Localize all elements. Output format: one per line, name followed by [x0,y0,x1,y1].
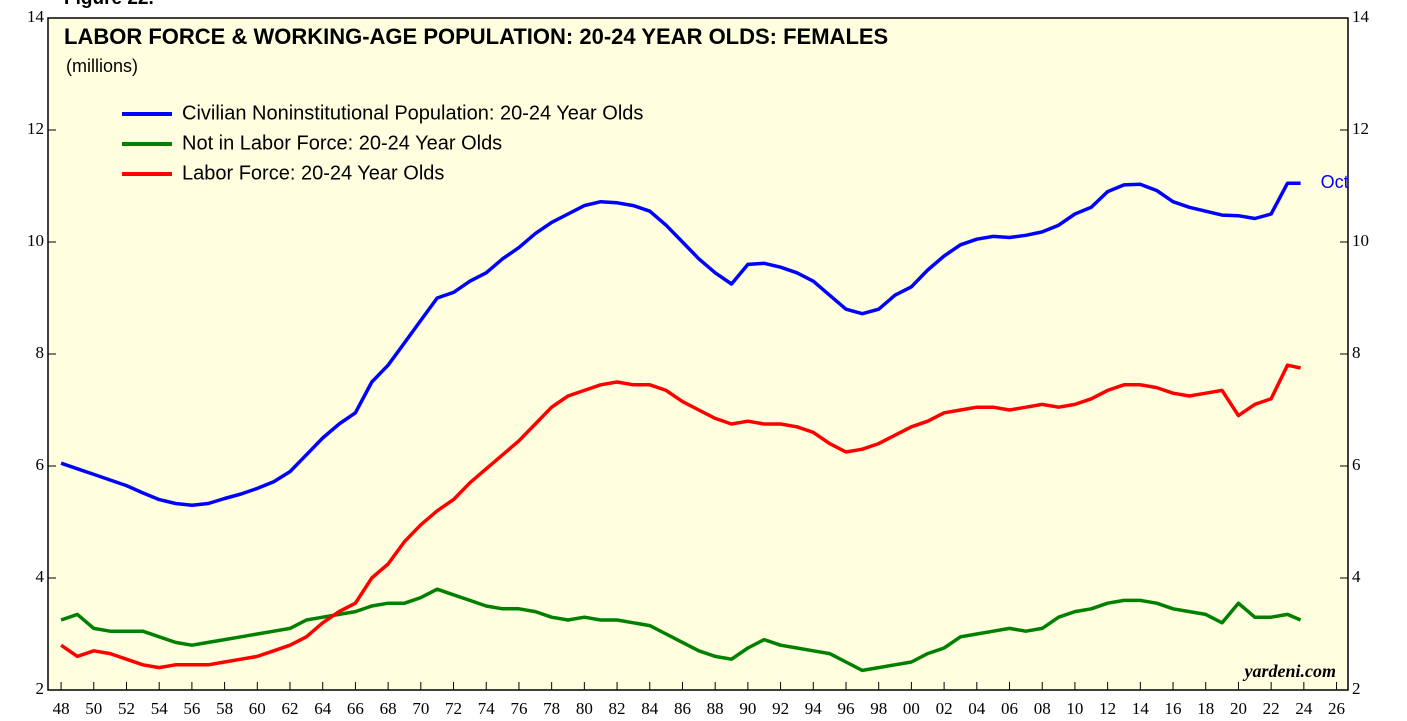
x-tick-label: 08 [1034,699,1051,718]
x-tick-label: 52 [118,699,135,718]
x-tick-label: 26 [1328,699,1345,718]
y2-tick-label: 8 [1352,343,1361,362]
x-tick-label: 80 [576,699,593,718]
x-tick-label: 16 [1165,699,1182,718]
chart-subtitle: (millions) [66,56,138,76]
x-tick-label: 76 [510,699,527,718]
y-tick-label: 10 [27,231,44,250]
y-tick-label: 14 [27,7,45,26]
series-line [60,181,1301,507]
y-tick-label: 4 [36,567,45,586]
x-tick-label: 72 [445,699,462,718]
y-tick-label: 12 [27,119,44,138]
y2-tick-label: 4 [1352,567,1361,586]
x-tick-label: 90 [739,699,756,718]
x-tick-label: 98 [870,699,887,718]
x-tick-label: 70 [412,699,429,718]
x-tick-label: 14 [1132,699,1150,718]
x-tick-label: 88 [707,699,724,718]
source: yardeni.com [1243,661,1337,681]
x-tick-label: 54 [151,699,169,718]
x-tick-label: 00 [903,699,920,718]
x-tick-label: 84 [641,699,659,718]
x-tick-label: 20 [1230,699,1247,718]
x-tick-label: 60 [249,699,266,718]
x-tick-label: 64 [314,699,332,718]
x-tick-label: 78 [543,699,560,718]
y2-tick-label: 2 [1352,679,1361,698]
x-tick-label: 06 [1001,699,1018,718]
x-tick-label: 66 [347,699,364,718]
x-tick-label: 22 [1263,699,1280,718]
plot-area [47,17,1349,691]
series-line [60,587,1302,673]
y2-tick-label: 10 [1352,231,1369,250]
legend-label: Not in Labor Force: 20-24 Year Olds [182,132,502,154]
x-tick-label: 02 [936,699,953,718]
y-tick-label: 8 [36,343,45,362]
x-tick-label: 94 [805,699,823,718]
legend-label: Labor Force: 20-24 Year Olds [182,162,444,184]
figure-label: Figure 22. [64,0,154,9]
x-tick-label: 12 [1099,699,1116,718]
y2-tick-label: 12 [1352,119,1369,138]
x-tick-label: 96 [837,699,854,718]
x-tick-label: 18 [1197,699,1214,718]
y2-tick-label: 14 [1352,7,1370,26]
x-tick-label: 86 [674,699,691,718]
y-tick-label: 6 [36,455,45,474]
x-tick-label: 92 [772,699,789,718]
legend-label: Civilian Noninstitutional Population: 20… [182,102,643,124]
x-tick-label: 50 [85,699,102,718]
x-tick-label: 82 [609,699,626,718]
x-tick-label: 48 [53,699,70,718]
chart-title: LABOR FORCE & WORKING-AGE POPULATION: 20… [64,24,888,49]
x-tick-label: 56 [183,699,200,718]
x-tick-label: 74 [478,699,496,718]
x-tick-label: 24 [1295,699,1313,718]
x-tick-label: 62 [282,699,299,718]
x-tick-label: 04 [968,699,986,718]
y2-tick-label: 6 [1352,455,1361,474]
y-tick-label: 2 [36,679,45,698]
series-line [60,363,1301,670]
x-tick-label: 58 [216,699,233,718]
x-tick-label: 68 [380,699,397,718]
annotation: Oct [1321,172,1349,192]
x-tick-label: 10 [1066,699,1083,718]
